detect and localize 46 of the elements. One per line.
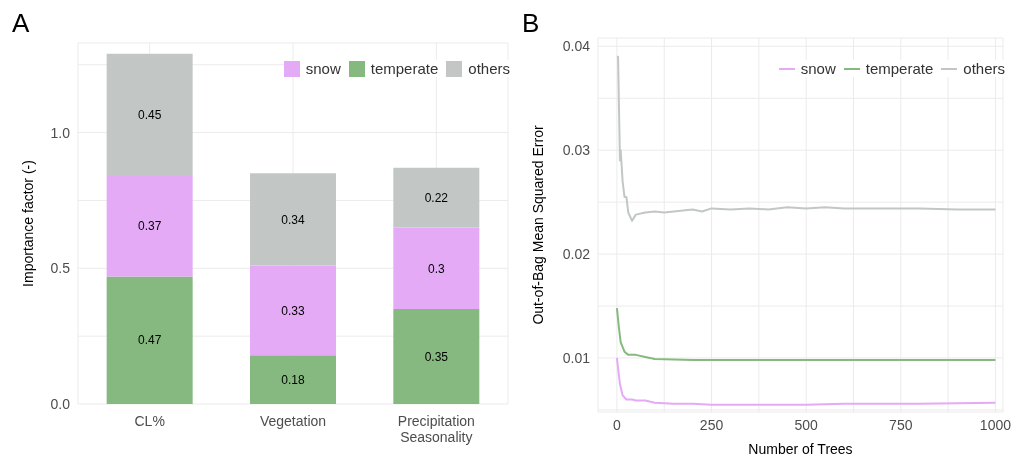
y-tick-label: 0.01: [562, 349, 591, 366]
data-label: 0.22: [424, 190, 449, 205]
x-tick-label: Vegetation: [259, 413, 327, 429]
data-label: 0.35: [424, 349, 449, 364]
legend-label: others: [963, 60, 1005, 77]
y-axis-title: Importance factor (-): [19, 160, 36, 287]
y-tick-label: 0.04: [562, 38, 591, 55]
y-tick-label: 1.0: [50, 124, 71, 141]
data-label: 0.3: [427, 261, 445, 276]
bar: [106, 53, 193, 176]
data-label: 0.34: [281, 212, 305, 227]
y-tick-label: 0.03: [562, 142, 591, 159]
legend-label: temperate: [370, 60, 439, 77]
x-tick-label: 500: [794, 416, 819, 433]
legend-label: snow: [800, 60, 836, 77]
bar: [393, 227, 480, 309]
legend-label: others: [468, 60, 510, 77]
y-tick-label: 0.0: [50, 395, 71, 412]
line-series: [615, 307, 997, 362]
legend-label: temperate: [865, 60, 934, 77]
x-tick-label: 250: [699, 416, 724, 433]
data-label: 0.45: [137, 108, 162, 123]
x-tick-label: 0: [613, 416, 622, 433]
bar: [250, 265, 336, 356]
chart-title: A: [12, 8, 30, 39]
data-label: 0.18: [281, 372, 305, 387]
y-tick-label: 0.5: [50, 260, 71, 277]
y-axis-title: Out-of-Bag Mean Squared Error: [529, 125, 546, 325]
bar: [106, 176, 193, 277]
y-tick-label: 0.02: [562, 246, 591, 263]
x-tick-label: Precipitation Seasonality: [397, 413, 475, 445]
bar: [250, 173, 336, 266]
chart-title: B: [522, 8, 540, 39]
bar: [250, 355, 336, 404]
x-tick-label: 1000: [979, 416, 1012, 433]
bar: [393, 167, 480, 228]
bar: [106, 276, 193, 404]
data-label: 0.37: [137, 219, 162, 234]
x-tick-label: CL%: [134, 413, 165, 429]
legend-label: snow: [305, 60, 341, 77]
data-label: 0.33: [281, 303, 305, 318]
data-label: 0.47: [137, 333, 162, 348]
line-series: [615, 356, 997, 406]
x-axis-title: Number of Trees: [748, 441, 853, 457]
x-tick-label: 750: [889, 416, 913, 433]
bar: [393, 309, 480, 404]
